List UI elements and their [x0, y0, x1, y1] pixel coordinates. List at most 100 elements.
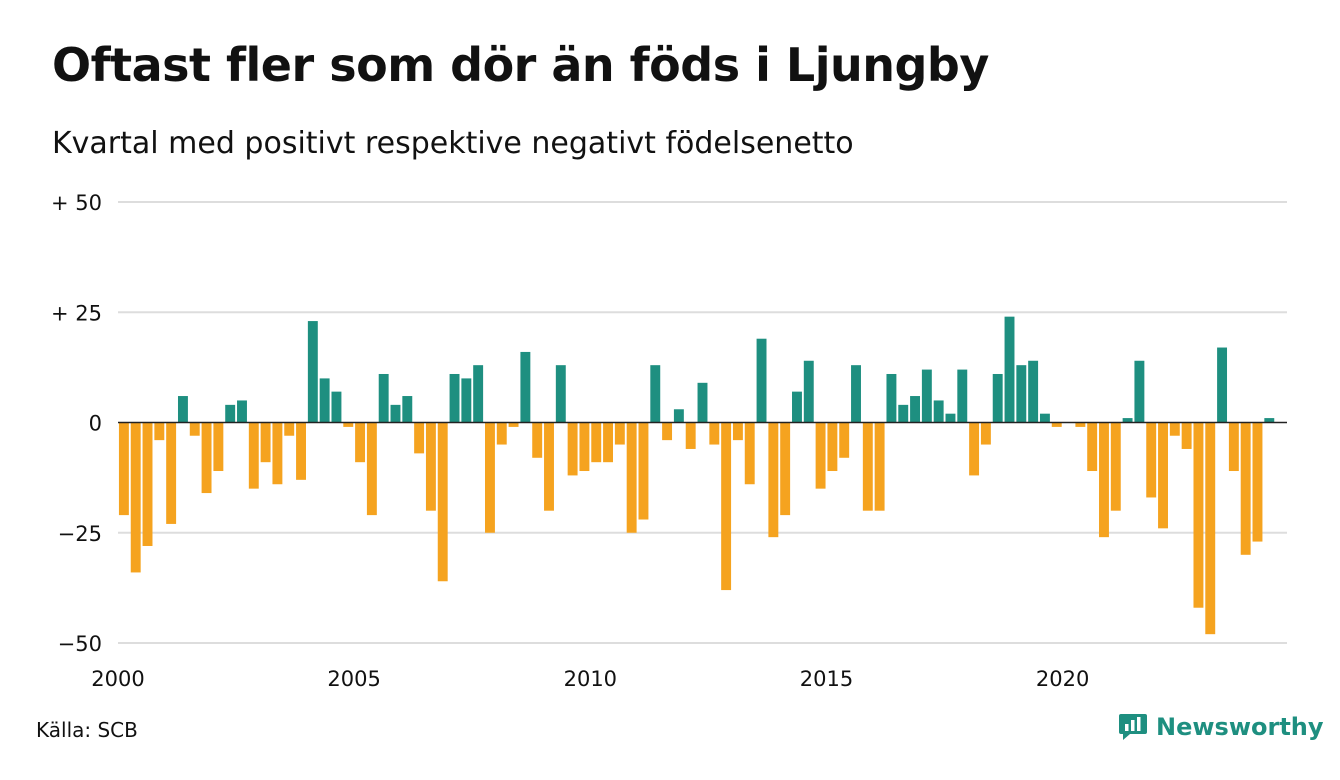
bar: 2007 K3: 13 — [473, 365, 484, 423]
bar: 2019 K3: 2 — [1039, 413, 1050, 423]
bar: 2003 K1: -9 — [260, 422, 271, 463]
bar: 2006 K3: -20 — [425, 422, 436, 511]
bar: 2002 K1: -11 — [213, 422, 224, 472]
bar: 2012 K3: -5 — [709, 422, 720, 445]
bar: 2017 K1: 12 — [921, 369, 932, 423]
bar: 2011 K1: -22 — [638, 422, 649, 520]
bar: 2001 K3: -3 — [189, 422, 200, 436]
bar: 2023 K2: 17 — [1217, 347, 1228, 423]
bar: 2002 K4: -15 — [248, 422, 259, 489]
bar: 2006 K2: -7 — [414, 422, 425, 454]
bar: 2015 K2: -8 — [839, 422, 850, 458]
bar: 2020 K3: -11 — [1087, 422, 1098, 472]
bar: 2010 K2: -9 — [603, 422, 613, 463]
bar: 2024 K1: -27 — [1252, 422, 1263, 542]
bar: 2018 K3: 11 — [992, 373, 1003, 423]
bar: 2020 K4: -26 — [1099, 422, 1109, 538]
bar: 2004 K2: 10 — [319, 378, 330, 423]
x-tick-label: 2005 — [327, 667, 380, 691]
bar: 2003 K2: -14 — [272, 422, 283, 485]
bar: 2009 K3: -12 — [567, 422, 578, 476]
bar: 2015 K3: 13 — [851, 365, 861, 423]
brand-name: Newsworthy — [1156, 713, 1324, 741]
bar: 2003 K4: -13 — [296, 422, 306, 480]
bar: 2010 K4: -25 — [626, 422, 637, 533]
bar: 2002 K2: 4 — [225, 404, 236, 423]
bar: 2005 K4: 4 — [390, 404, 401, 423]
bar: 2009 K1: -20 — [544, 422, 554, 511]
bar: 2000 K3: -28 — [142, 422, 153, 546]
bar: 2013 K4: -26 — [768, 422, 779, 538]
source-note: Källa: SCB — [36, 718, 138, 742]
bar: 2016 K2: 11 — [886, 373, 897, 423]
bar: 2000 K2: -34 — [130, 422, 141, 573]
bar: 2016 K4: 6 — [910, 396, 921, 423]
bar: 2012 K4: -38 — [721, 422, 732, 591]
bar: 2018 K1: -12 — [969, 422, 980, 476]
bar-chart: 2000 K1: -212000 K2: -342000 K3: -282000… — [51, 191, 1287, 691]
bar: 2008 K4: -8 — [532, 422, 543, 458]
x-tick-label: 2000 — [91, 667, 144, 691]
bar: 2019 K4: -1 — [1051, 422, 1062, 427]
bar: 2010 K1: -9 — [591, 422, 602, 463]
axes: + 50 + 25 0 −25 −50 2000 2005 2010 2015 2020 — [51, 191, 1287, 691]
bar: 2000 K4: -4 — [154, 422, 165, 441]
bar: 2018 K4: 24 — [1004, 316, 1015, 423]
bar: 2021 K1: -20 — [1110, 422, 1121, 511]
y-tick-label: + 50 — [51, 191, 102, 215]
bar: 2009 K4: -11 — [579, 422, 590, 472]
bar: 2000 K1: -21 — [118, 422, 129, 516]
bar: 2002 K3: 5 — [237, 400, 247, 423]
bar: 2011 K2: 13 — [650, 365, 661, 423]
bar: 2017 K2: 5 — [933, 400, 944, 423]
bar: 2019 K2: 14 — [1028, 360, 1039, 423]
bar: 2001 K4: -16 — [201, 422, 212, 494]
bar: 2009 K2: 13 — [555, 365, 566, 423]
bar: 2005 K3: 11 — [378, 373, 389, 423]
bar: 2022 K1: -24 — [1158, 422, 1168, 529]
bar: 2017 K3: 2 — [945, 413, 956, 423]
bar: 2023 K4: -30 — [1240, 422, 1251, 555]
bar: 2006 K4: -36 — [437, 422, 448, 582]
brand-logo: Newsworthy — [1118, 712, 1324, 742]
x-tick-label: 2010 — [564, 667, 617, 691]
bar: 2013 K3: 19 — [756, 338, 767, 423]
bar: 2001 K1: -23 — [166, 422, 177, 524]
bar: 2021 K2: 1 — [1122, 418, 1133, 423]
bar: 2005 K1: -9 — [355, 422, 366, 463]
bar: 2023 K3: -11 — [1228, 422, 1239, 472]
bar: 2013 K2: -14 — [744, 422, 755, 485]
bar: 2014 K3: 14 — [803, 360, 814, 423]
bar: 2021 K4: -17 — [1146, 422, 1157, 498]
bars: 2000 K1: -212000 K2: -342000 K3: -282000… — [118, 316, 1275, 635]
bar: 2011 K4: 3 — [673, 409, 684, 423]
x-tick-label: 2015 — [800, 667, 853, 691]
bar: 2012 K2: 9 — [697, 382, 708, 423]
bar: 2020 K2: -1 — [1075, 422, 1086, 427]
chart-subtitle: Kvartal med positivt respektive negativt… — [52, 126, 854, 161]
bar: 2003 K3: -3 — [284, 422, 295, 436]
bar: 2004 K1: 23 — [307, 321, 318, 423]
bar: 2001 K2: 6 — [177, 396, 188, 423]
bar: 2014 K1: -21 — [780, 422, 791, 516]
y-tick-label: + 25 — [51, 301, 102, 325]
bar: 2019 K1: 13 — [1016, 365, 1027, 423]
bar: 2007 K4: -25 — [485, 422, 495, 533]
bar: 2021 K3: 14 — [1134, 360, 1145, 423]
bar: 2004 K3: 7 — [331, 391, 342, 423]
bar: 2006 K1: 6 — [402, 396, 413, 423]
bar: 2008 K1: -5 — [496, 422, 507, 445]
bar: 2007 K2: 10 — [461, 378, 472, 423]
bar: 2015 K4: -20 — [862, 422, 873, 511]
bar: 2023 K1: -48 — [1205, 422, 1216, 635]
bar: 2007 K1: 11 — [449, 373, 460, 423]
bar: 2004 K4: -1 — [343, 422, 354, 427]
bar: 2008 K2: -1 — [508, 422, 519, 427]
y-tick-label: −25 — [58, 522, 102, 546]
newsworthy-logo-icon — [1119, 714, 1147, 740]
bar: 2017 K4: 12 — [957, 369, 968, 423]
bar: 2016 K1: -20 — [874, 422, 885, 511]
bar: 2011 K3: -4 — [662, 422, 673, 441]
bar: 2005 K2: -21 — [366, 422, 377, 516]
y-tick-label: 0 — [89, 412, 102, 436]
